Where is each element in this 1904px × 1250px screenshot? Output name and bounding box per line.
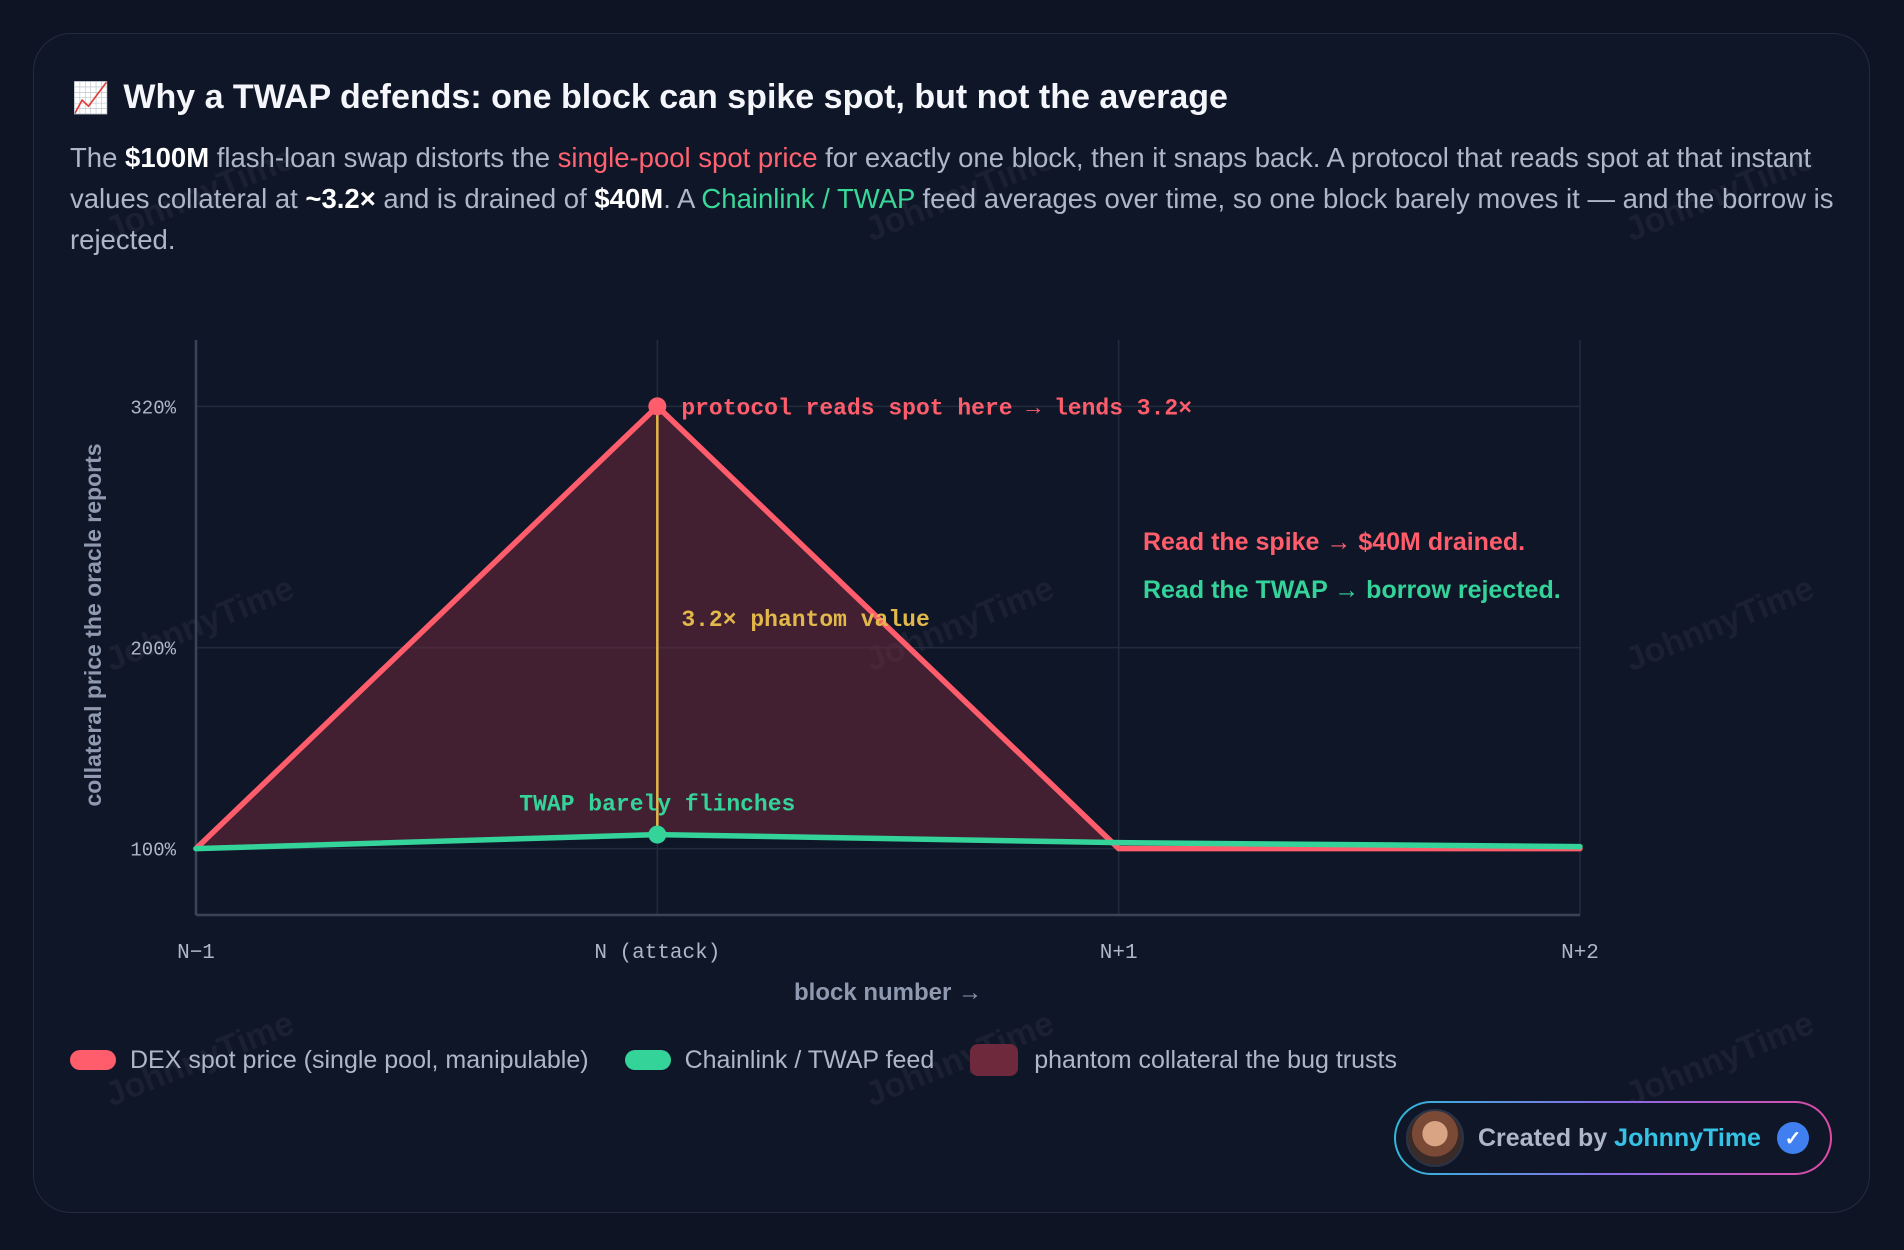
intro-text: flash-loan swap distorts the [209,142,558,173]
legend-swatch-twap [624,1050,671,1070]
legend-item-area: phantom collateral the bug trusts [970,1044,1397,1076]
avatar [1406,1109,1464,1167]
legend-label-spot: DEX spot price (single pool, manipulable… [130,1045,589,1074]
twap-annotation: TWAP barely flinches [519,792,795,818]
x-tick-label: N+2 [1561,942,1599,965]
x-tick-label: N−1 [177,942,215,965]
intro-paragraph: The $100M flash-loan swap distorts the s… [70,137,1850,260]
intro-drained: $40M [594,183,664,214]
intro-text: for exactly one block, then it snaps bac… [70,142,1812,214]
badge-text: Created by JohnnyTime [1478,1124,1761,1153]
x-tick-label: N+1 [1100,942,1138,965]
badge-inner: Created by JohnnyTime ✓ [1396,1103,1830,1173]
spike-annotation: protocol reads spot here → lends 3.2× [681,395,1192,421]
legend-label-twap: Chainlink / TWAP feed [684,1045,935,1074]
chart-emoji-icon: 📈 [72,82,110,115]
spot-peak-point [648,397,667,416]
intro-text: feed averages over time, so one block ba… [70,183,1834,255]
intro-text: and is drained of [375,183,595,214]
labels: N−1 N (attack) N+1 N+2 100% 200% 320% block num… [80,395,1599,1006]
legend-swatch-area [970,1044,1019,1076]
intro-text: . A [663,183,702,214]
x-tick-label: N (attack) [594,942,720,965]
twap-point [648,825,667,844]
legend-item-spot: DEX spot price (single pool, manipulable… [70,1046,589,1075]
axes [194,340,1580,917]
y-tick-label: 320% [130,397,176,419]
intro-text: The [70,142,126,173]
title-text: Why a TWAP defends: one block can spike … [123,78,1228,116]
badge-prefix: Created by [1478,1123,1615,1152]
created-by-badge[interactable]: Created by JohnnyTime ✓ [1394,1101,1832,1175]
intro-amount: $100M [125,142,210,173]
verified-check-icon: ✓ [1776,1122,1809,1154]
y-tick-label: 100% [130,840,176,862]
x-axis-title: block number → [794,979,982,1006]
badge-author-name: JohnnyTime [1614,1123,1761,1152]
page-title: 📈 Why a TWAP defends: one block can spike… [72,78,1228,117]
outcome-twap-text: Read the TWAP → borrow rejected. [1143,576,1561,604]
legend-swatch-spot [70,1050,116,1070]
series-line-twap [193,831,1583,852]
legend-item-twap: Chainlink / TWAP feed [624,1045,935,1075]
card-panel [33,33,1870,1213]
series-line-spot [193,403,1583,852]
intro-multiple: ~3.2× [305,183,376,214]
y-tick-label: 200% [130,639,176,661]
series [193,397,1583,852]
intro-spot-term: single-pool spot price [557,142,818,173]
legend: DEX spot price (single pool, manipulable… [70,1040,1433,1080]
phantom-annotation: 3.2× phantom value [681,607,929,633]
intro-feed-term: Chainlink / TWAP [701,183,915,214]
y-axis-title: collateral price the oracle reports [80,443,106,806]
legend-label-area: phantom collateral the bug trusts [1034,1045,1397,1074]
outcome-spike-text: Read the spike → $40M drained. [1143,528,1525,556]
